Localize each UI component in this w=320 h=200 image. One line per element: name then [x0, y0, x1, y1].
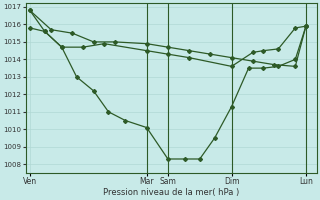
- X-axis label: Pression niveau de la mer( hPa ): Pression niveau de la mer( hPa ): [103, 188, 239, 197]
